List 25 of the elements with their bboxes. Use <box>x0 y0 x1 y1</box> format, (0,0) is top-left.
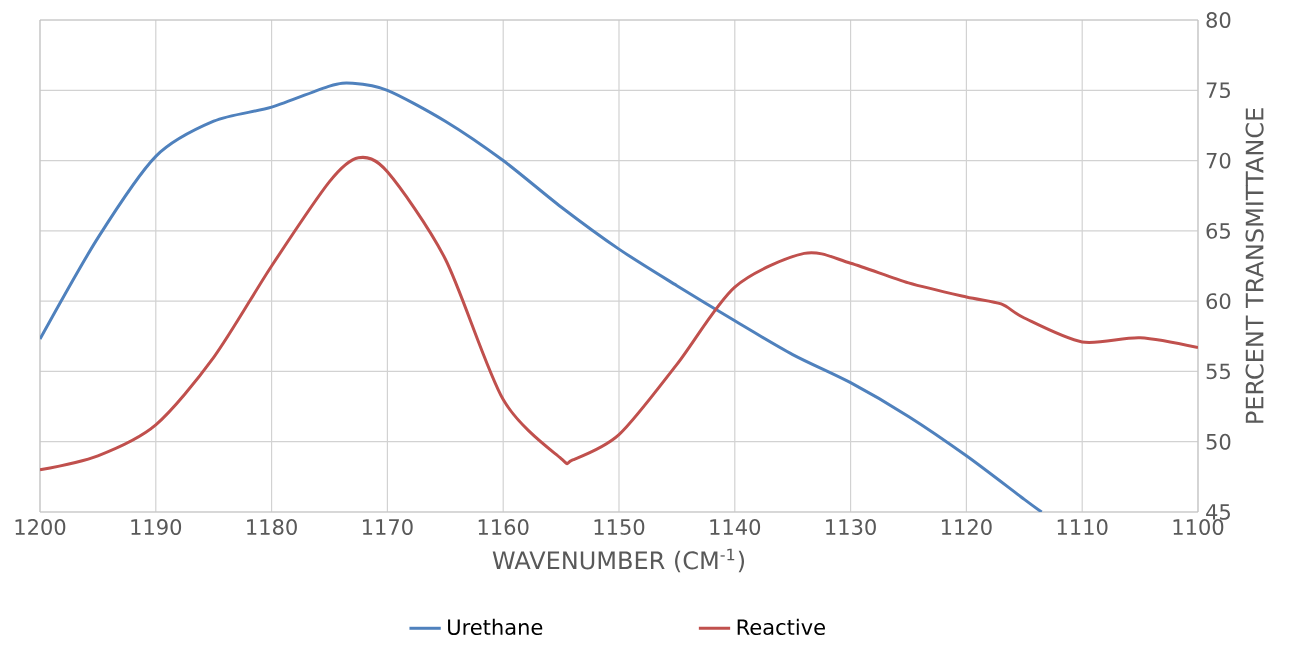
x-tick-label: 1100 <box>1173 519 1224 535</box>
x-axis-title: WAVENUMBER (CM$^{-1}$) <box>492 548 745 573</box>
line-series <box>40 81 1044 512</box>
y-tick-label: 75 <box>1206 82 1230 99</box>
y-axis-title: PERCENT TRANSMITTANCE <box>1245 108 1264 423</box>
x-tick-label: 1170 <box>362 519 413 535</box>
x-tick-label: 1180 <box>247 519 297 535</box>
y-tick-label: 50 <box>1206 433 1231 450</box>
x-tick-label: 1120 <box>941 519 992 535</box>
y-tick-label: 55 <box>1206 363 1230 380</box>
x-tick-label: 1140 <box>710 519 761 535</box>
y-tick-label: 60 <box>1206 293 1231 310</box>
x-tick-label: 1130 <box>826 519 876 535</box>
y-tick-label: 45 <box>1206 504 1230 520</box>
legend-label: Urethane <box>448 618 543 636</box>
y-tick-label: 70 <box>1206 152 1231 169</box>
legend-label: Reactive <box>737 618 825 636</box>
x-tick-label: 1150 <box>594 519 645 535</box>
y-tick-label: 80 <box>1206 12 1231 28</box>
x-tick-label: 1160 <box>478 519 529 535</box>
line-series <box>40 155 1198 472</box>
y-tick-label: 65 <box>1206 222 1230 239</box>
x-tick-label: 1200 <box>15 519 66 535</box>
x-tick-label: 1190 <box>131 519 182 535</box>
x-tick-label: 1110 <box>1057 519 1108 535</box>
